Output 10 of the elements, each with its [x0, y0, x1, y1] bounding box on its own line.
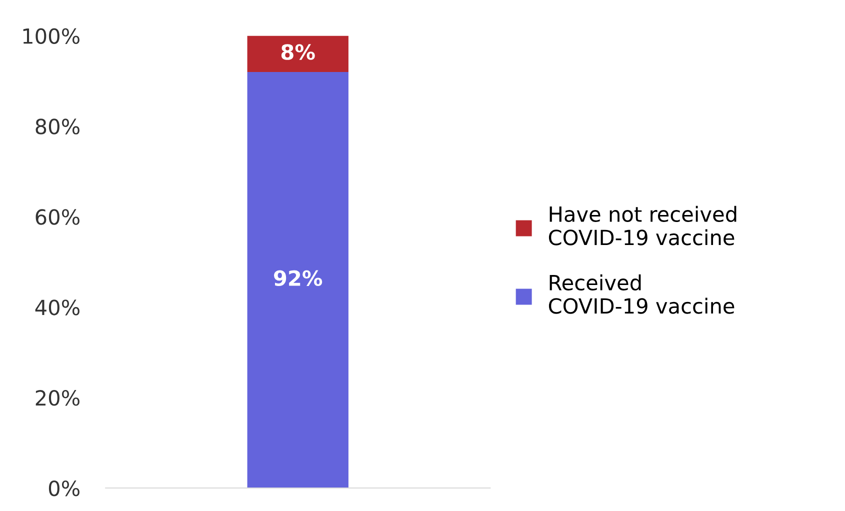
data-label: 92% — [274, 270, 322, 286]
y-tick-label: 80% — [36, 118, 80, 134]
data-label: 8% — [281, 44, 315, 60]
y-tick-label: 60% — [36, 209, 80, 225]
y-tick-label: 40% — [35, 300, 80, 316]
y-tick-label: 0% — [48, 480, 80, 496]
legend-label: Received COVID-19 vaccine — [548, 274, 734, 314]
y-tick-label: 20% — [36, 390, 80, 406]
y-tick-label: 100% — [23, 28, 80, 44]
legend-label: Have not received COVID-19 vaccine — [548, 206, 736, 246]
